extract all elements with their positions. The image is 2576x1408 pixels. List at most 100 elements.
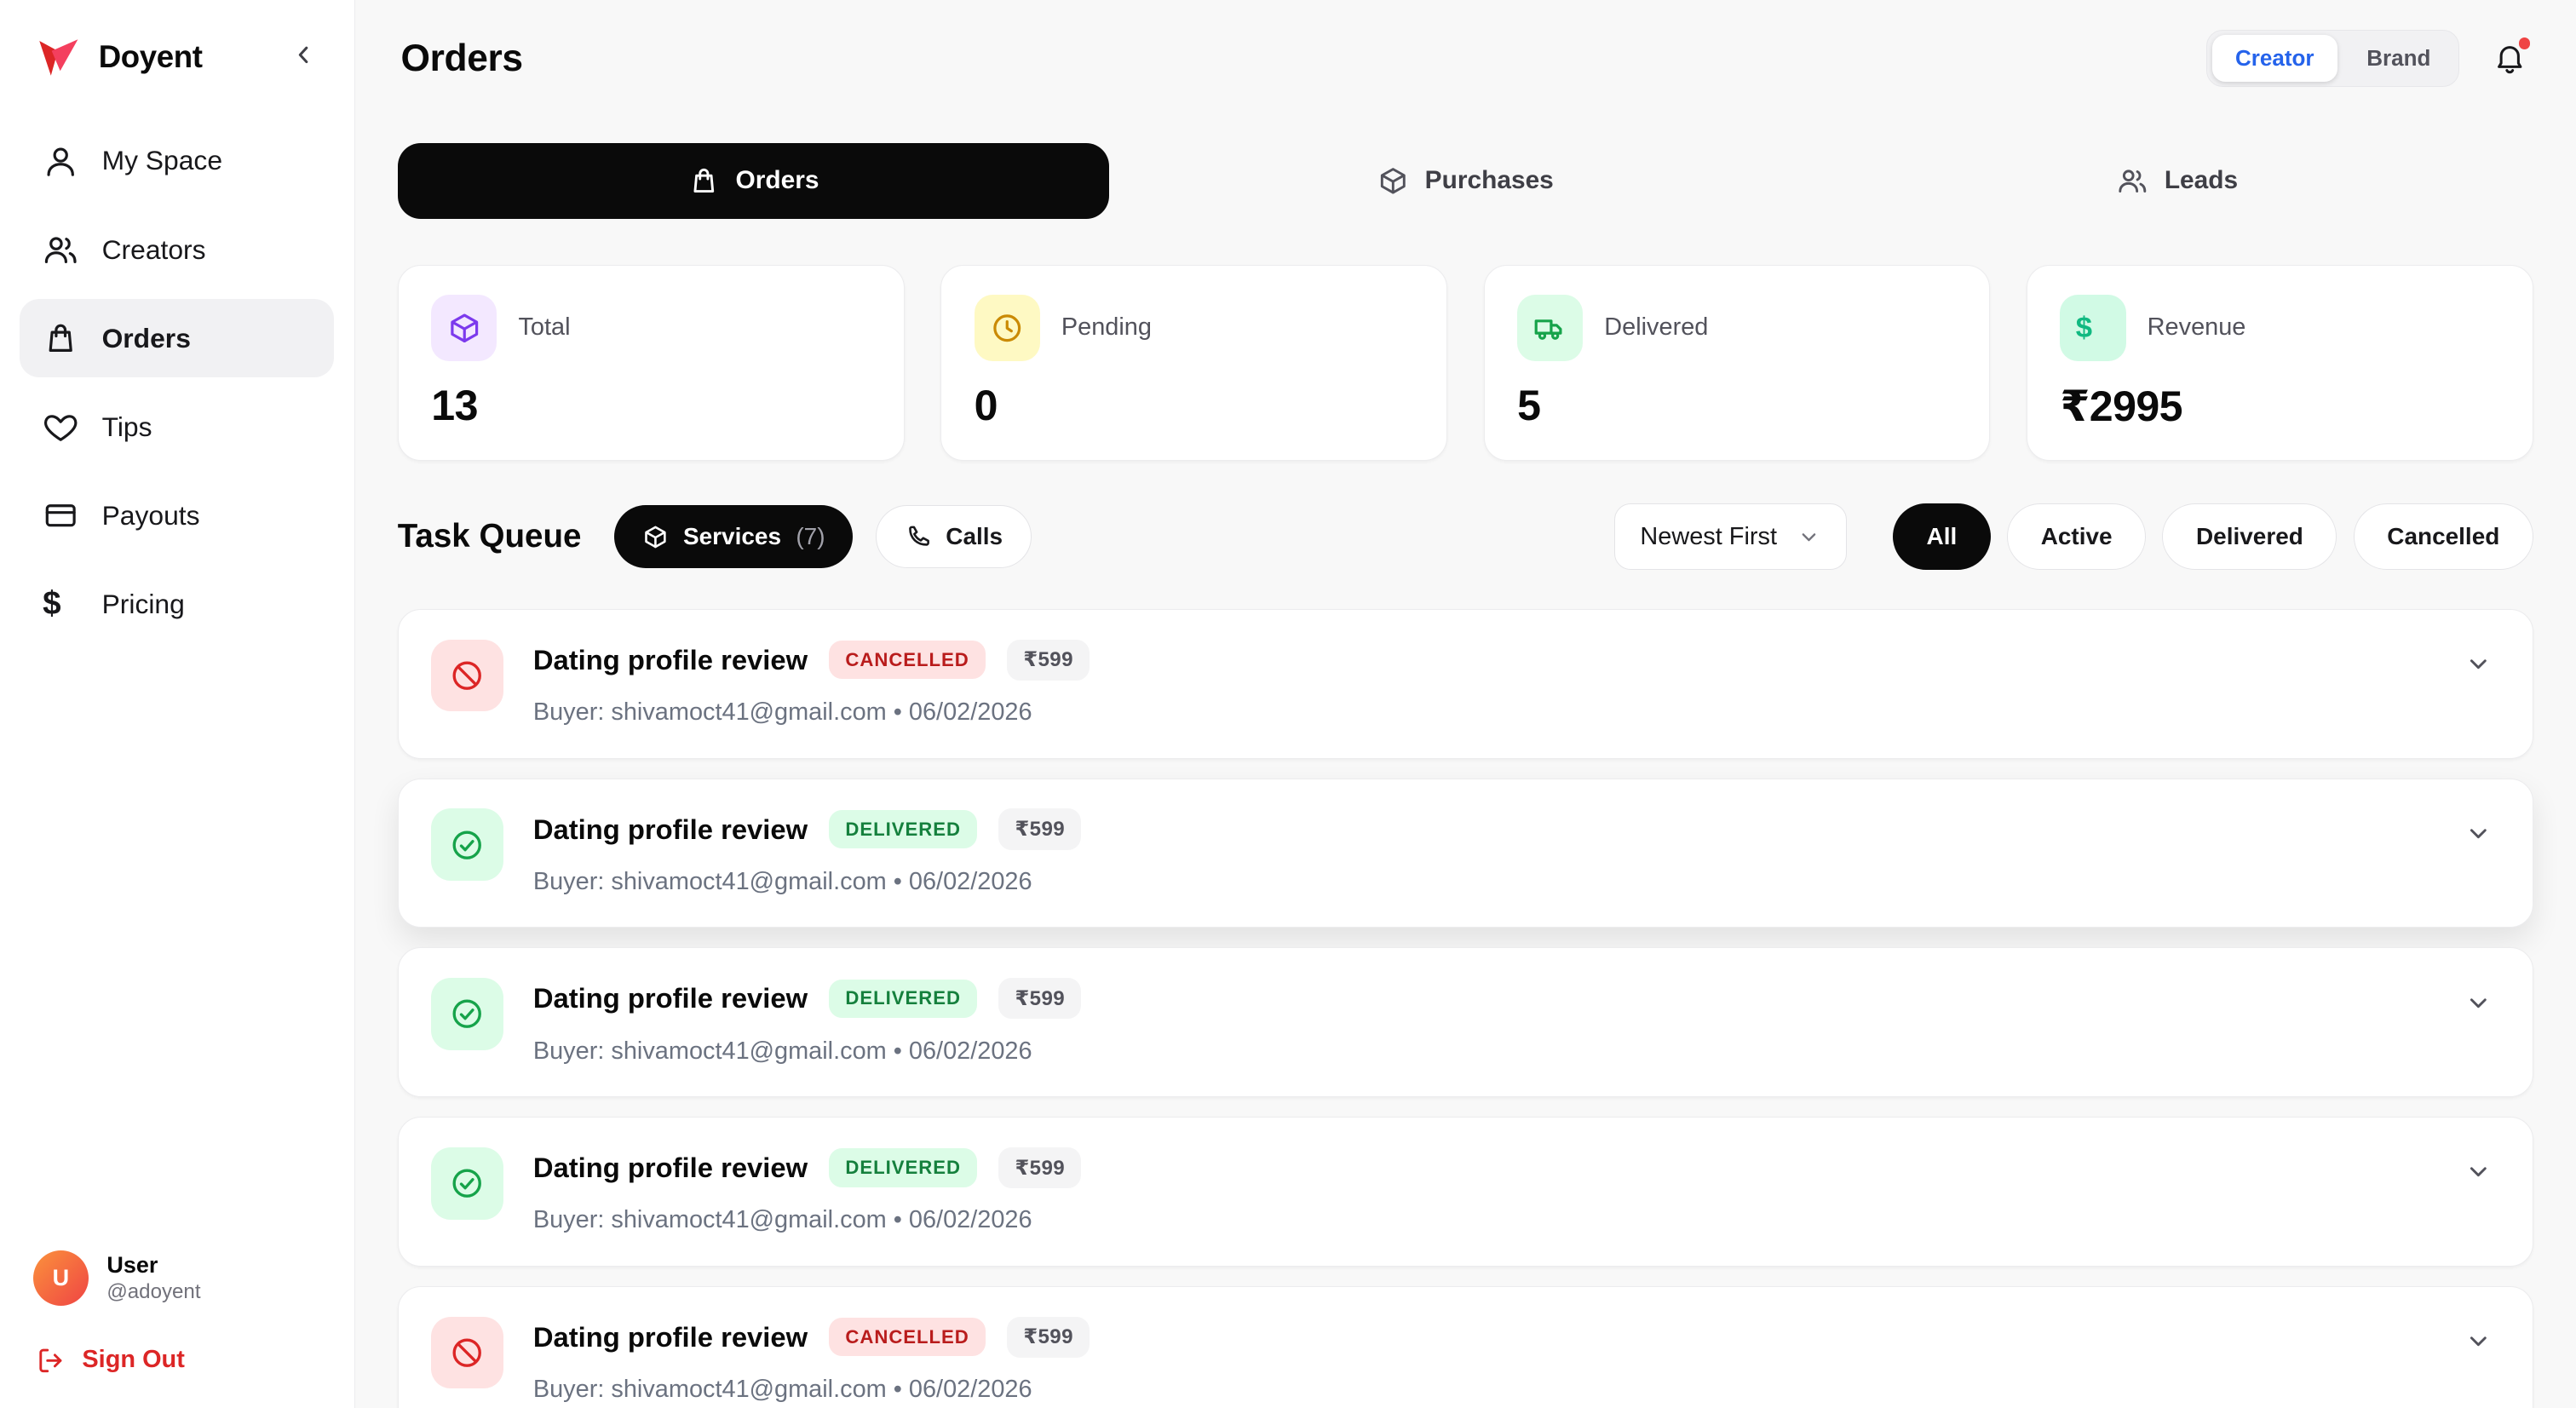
sort-value: Newest First — [1640, 522, 1777, 550]
user-handle: @adoyent — [106, 1279, 201, 1303]
order-meta: Buyer: shivamoct41@gmail.com • 06/02/202… — [532, 1376, 1032, 1404]
role-option-brand[interactable]: Brand — [2343, 35, 2453, 81]
stats-row: Total 13 Pending 0 Delivered — [397, 264, 2533, 462]
bell-icon — [2493, 41, 2527, 76]
role-option-creator[interactable]: Creator — [2211, 35, 2337, 82]
order-title: Dating profile review — [532, 643, 808, 675]
tab-label: Orders — [735, 166, 819, 195]
sidebar-nav: My Space Creators Orders Tips — [20, 122, 335, 644]
chevron-down-icon — [2464, 988, 2493, 1018]
status-badge: DELIVERED — [829, 1148, 978, 1187]
header-actions: Creator Brand — [2206, 29, 2531, 88]
sidebar-item-my-space[interactable]: My Space — [20, 122, 334, 201]
ban-icon — [431, 639, 504, 712]
chevron-down-icon — [2464, 1326, 2493, 1356]
stat-label: Delivered — [1604, 313, 1709, 342]
order-row[interactable]: Dating profile review DELIVERED ₹599 Buy… — [397, 1117, 2533, 1267]
sidebar-item-payouts[interactable]: Payouts — [20, 476, 334, 555]
user-profile[interactable]: U User @adoyent — [20, 1237, 334, 1319]
chevron-down-icon — [2464, 1157, 2493, 1187]
chevron-down-icon — [1797, 525, 1821, 549]
tab-purchases[interactable]: Purchases — [1109, 143, 1821, 219]
price-badge: ₹599 — [998, 808, 1082, 850]
truck-icon — [1517, 295, 1584, 361]
shopping-bag-icon — [688, 165, 720, 197]
order-meta: Buyer: shivamoct41@gmail.com • 06/02/202… — [532, 1037, 1032, 1065]
section-tabs: Orders Purchases Leads — [397, 142, 2533, 219]
price-badge: ₹599 — [998, 978, 1082, 1020]
order-row[interactable]: Dating profile review CANCELLED ₹599 Buy… — [397, 608, 2533, 759]
ban-icon — [431, 1316, 504, 1389]
sidebar-collapse-button[interactable] — [287, 37, 321, 78]
app-name: Doyent — [98, 39, 203, 75]
status-filter-all[interactable]: All — [1892, 503, 1991, 570]
status-filter-delivered[interactable]: Delivered — [2162, 503, 2337, 570]
filter-calls-button[interactable]: Calls — [876, 505, 1032, 568]
expand-order-button[interactable] — [2457, 981, 2499, 1024]
price-badge: ₹599 — [1007, 1316, 1090, 1358]
sidebar-item-label: Payouts — [101, 499, 200, 531]
order-row[interactable]: Dating profile review DELIVERED ₹599 Buy… — [397, 947, 2533, 1098]
status-badge: CANCELLED — [829, 1318, 986, 1357]
stat-value: 0 — [974, 381, 998, 429]
status-filter-cancelled[interactable]: Cancelled — [2353, 503, 2533, 570]
phone-icon — [905, 524, 931, 550]
filter-services-button[interactable]: Services (7) — [614, 505, 854, 568]
order-title: Dating profile review — [532, 1152, 808, 1183]
sidebar-item-tips[interactable]: Tips — [20, 388, 334, 467]
status-badge: CANCELLED — [829, 641, 986, 680]
price-badge: ₹599 — [1007, 639, 1090, 681]
sidebar: Doyent My Space Creators — [0, 0, 355, 1408]
dollar-icon: $ — [43, 585, 61, 623]
chevron-down-icon — [2464, 649, 2493, 679]
order-meta: Buyer: shivamoct41@gmail.com • 06/02/202… — [532, 1206, 1032, 1234]
dollar-icon: $ — [2060, 295, 2126, 361]
tab-label: Purchases — [1424, 166, 1554, 195]
expand-order-button[interactable] — [2457, 642, 2499, 685]
main-header: Orders Creator Brand — [398, 23, 2533, 88]
stat-label: Total — [518, 313, 571, 342]
order-meta: Buyer: shivamoct41@gmail.com • 06/02/202… — [532, 867, 1032, 895]
status-badge: DELIVERED — [829, 979, 978, 1018]
expand-order-button[interactable] — [2457, 812, 2499, 854]
order-meta: Buyer: shivamoct41@gmail.com • 06/02/202… — [532, 698, 1032, 727]
sidebar-item-creators[interactable]: Creators — [20, 210, 334, 290]
tab-leads[interactable]: Leads — [1821, 143, 2533, 219]
sort-select[interactable]: Newest First — [1614, 503, 1847, 570]
sidebar-item-pricing[interactable]: $ Pricing — [20, 565, 334, 644]
filter-services-count: (7) — [796, 523, 825, 550]
shopping-bag-icon — [43, 320, 78, 356]
order-row[interactable]: Dating profile review CANCELLED ₹599 Buy… — [397, 1285, 2533, 1408]
tab-orders[interactable]: Orders — [397, 142, 1110, 219]
sidebar-item-orders[interactable]: Orders — [20, 298, 335, 378]
task-queue-bar: Task Queue Services (7) Calls Newest Fir… — [398, 503, 2533, 570]
package-icon — [642, 524, 669, 550]
expand-order-button[interactable] — [2457, 1151, 2499, 1193]
order-list: Dating profile review CANCELLED ₹599 Buy… — [397, 608, 2533, 1408]
chevron-down-icon — [2464, 819, 2493, 848]
sidebar-item-label: My Space — [101, 145, 223, 176]
status-filters: All Active Delivered Cancelled — [1892, 503, 2533, 570]
tab-label: Leads — [2164, 166, 2239, 195]
status-badge: DELIVERED — [829, 809, 978, 849]
status-filter-active[interactable]: Active — [2007, 503, 2147, 570]
stat-card-revenue: $ Revenue ₹2995 — [2026, 264, 2533, 462]
order-row[interactable]: Dating profile review DELIVERED ₹599 Buy… — [397, 778, 2533, 928]
stat-card-total: Total 13 — [397, 264, 905, 462]
stat-value: ₹2995 — [2060, 382, 2182, 430]
notifications-bell-button[interactable] — [2489, 37, 2531, 78]
check-circle-icon — [431, 1147, 504, 1220]
sidebar-item-label: Creators — [101, 233, 206, 265]
sidebar-footer: U User @adoyent Sign Out — [20, 1237, 334, 1378]
order-title: Dating profile review — [532, 1320, 808, 1353]
sign-out-button[interactable]: Sign Out — [20, 1319, 201, 1378]
stat-label: Revenue — [2147, 313, 2246, 342]
sidebar-item-label: Orders — [101, 322, 191, 353]
stat-label: Pending — [1061, 313, 1152, 342]
expand-order-button[interactable] — [2457, 1319, 2499, 1362]
sidebar-item-label: Pricing — [101, 588, 185, 619]
stat-value: 5 — [1517, 381, 1541, 429]
page-title: Orders — [400, 37, 523, 79]
avatar: U — [32, 1250, 89, 1307]
order-title: Dating profile review — [532, 813, 808, 845]
